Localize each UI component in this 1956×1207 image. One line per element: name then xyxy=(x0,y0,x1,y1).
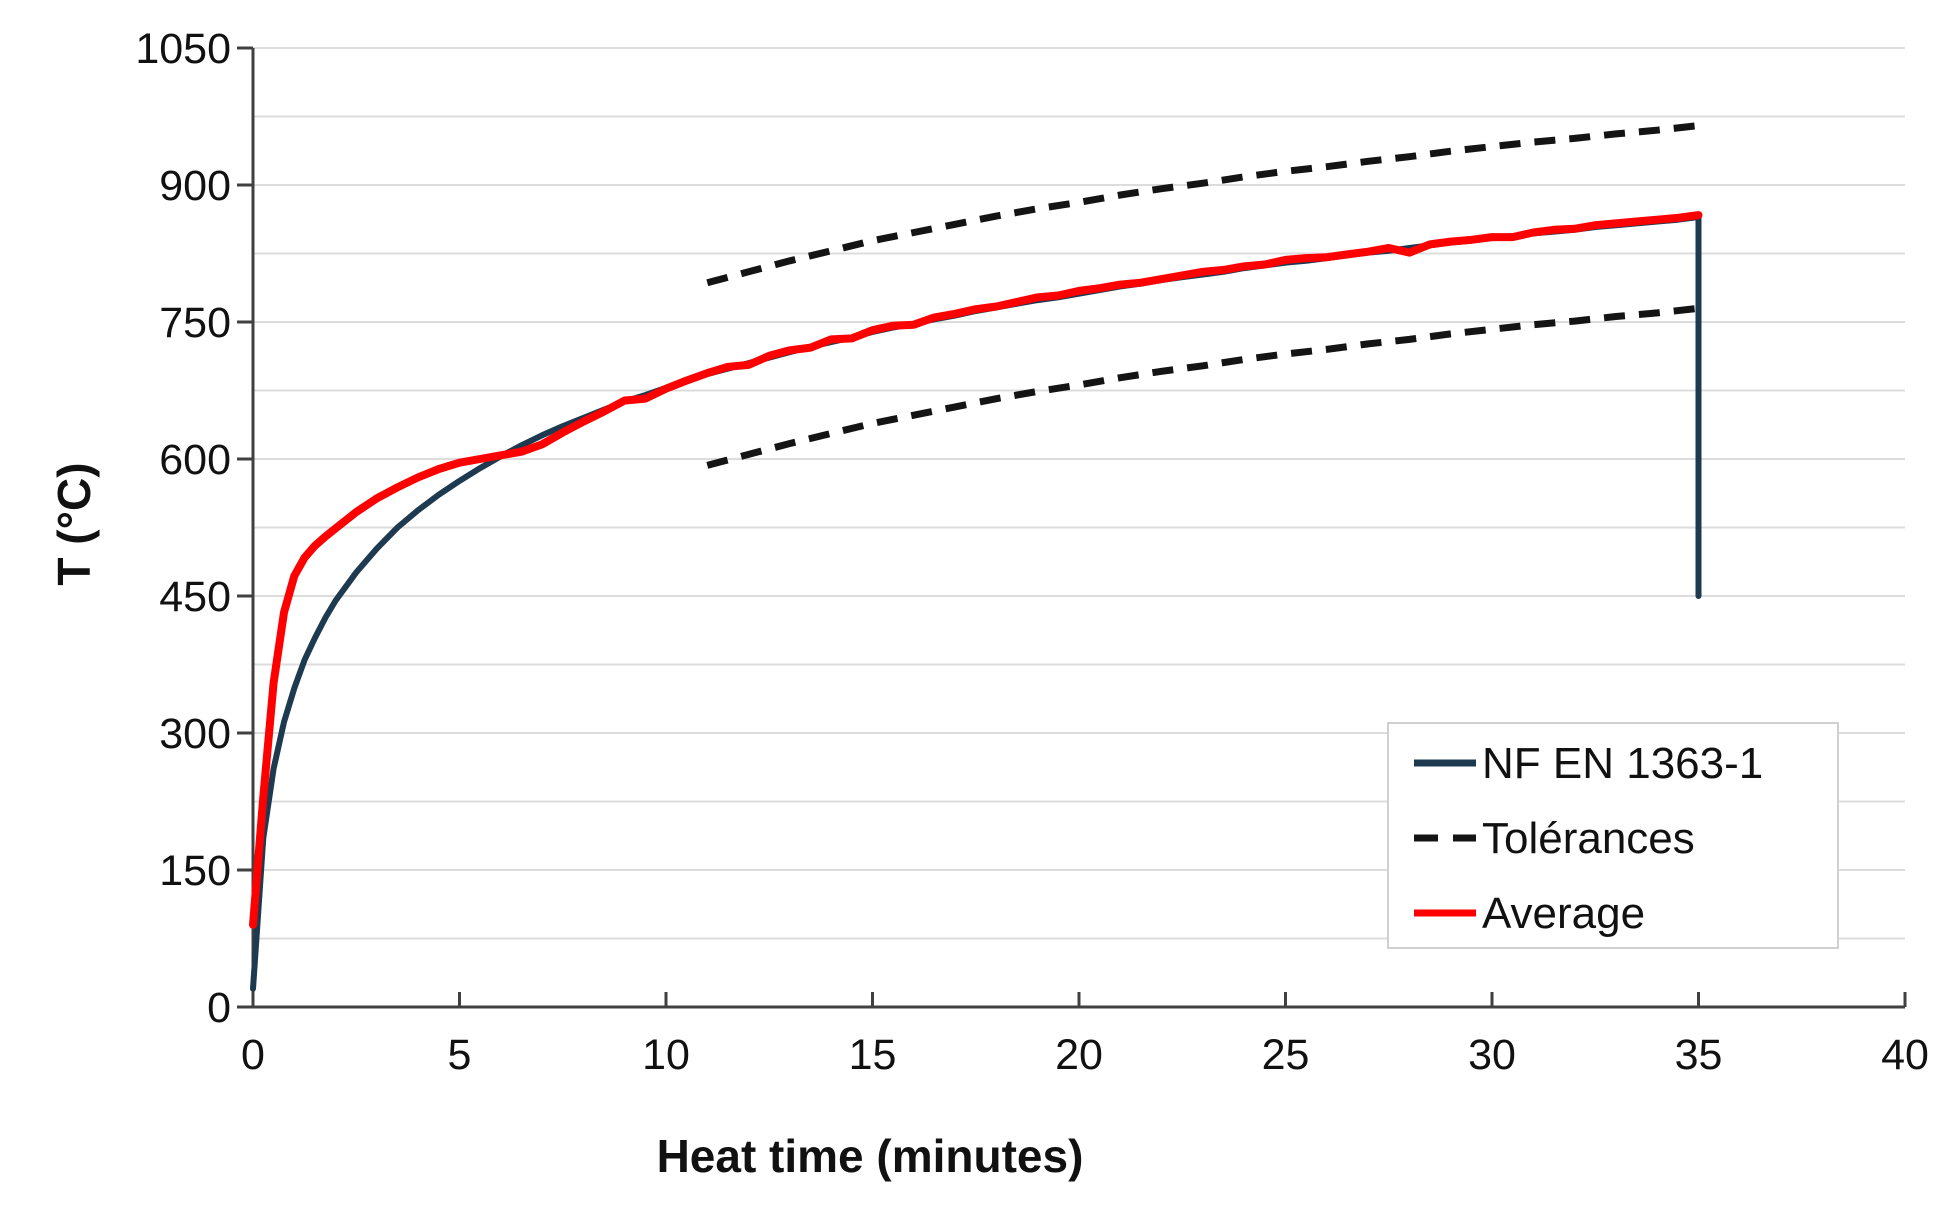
y-tick-label-300: 300 xyxy=(159,710,231,758)
series-tolerance-upper-line xyxy=(706,122,1699,287)
legend-label: Average xyxy=(1482,889,1645,938)
legend-item-tol-rances: Tolérances xyxy=(1414,814,1695,863)
x-tick-label-0: 0 xyxy=(241,1031,265,1079)
axes: 0 150 300 450 600 750 900 1050 0 5 10 15 20 25 30 35 40 xyxy=(135,25,1929,1079)
x-axis-title: Heat time (minutes) xyxy=(657,1130,1084,1182)
legend-label: NF EN 1363-1 xyxy=(1482,739,1763,788)
y-tick-label-1050: 1050 xyxy=(135,25,231,73)
x-tick-label-10: 10 xyxy=(642,1031,690,1079)
y-axis-title: T (°C) xyxy=(48,462,100,585)
series-measured-average-line xyxy=(249,211,1703,929)
y-tick-label-750: 750 xyxy=(159,299,231,347)
y-tick-label-150: 150 xyxy=(159,847,231,895)
y-tick-label-900: 900 xyxy=(159,162,231,210)
x-tick-label-30: 30 xyxy=(1468,1031,1516,1079)
series-tolerance-lower-line xyxy=(706,304,1699,469)
x-tick-label-5: 5 xyxy=(448,1031,472,1079)
y-tick-label-450: 450 xyxy=(159,573,231,621)
x-tick-label-25: 25 xyxy=(1262,1031,1310,1079)
legend: NF EN 1363-1 Tolérances Average xyxy=(1387,722,1839,949)
x-tick-label-35: 35 xyxy=(1675,1031,1723,1079)
gridlines xyxy=(253,47,1905,940)
y-tick-label-600: 600 xyxy=(159,436,231,484)
series xyxy=(249,122,1703,992)
legend-item-average: Average xyxy=(1414,889,1645,938)
x-tick-label-20: 20 xyxy=(1055,1031,1103,1079)
legend-item-nf-en-1363-1: NF EN 1363-1 xyxy=(1414,739,1763,788)
x-tick-label-15: 15 xyxy=(849,1031,897,1079)
y-tick-label-0: 0 xyxy=(207,984,231,1032)
x-tick-label-40: 40 xyxy=(1881,1031,1929,1079)
legend-label: Tolérances xyxy=(1482,814,1695,863)
